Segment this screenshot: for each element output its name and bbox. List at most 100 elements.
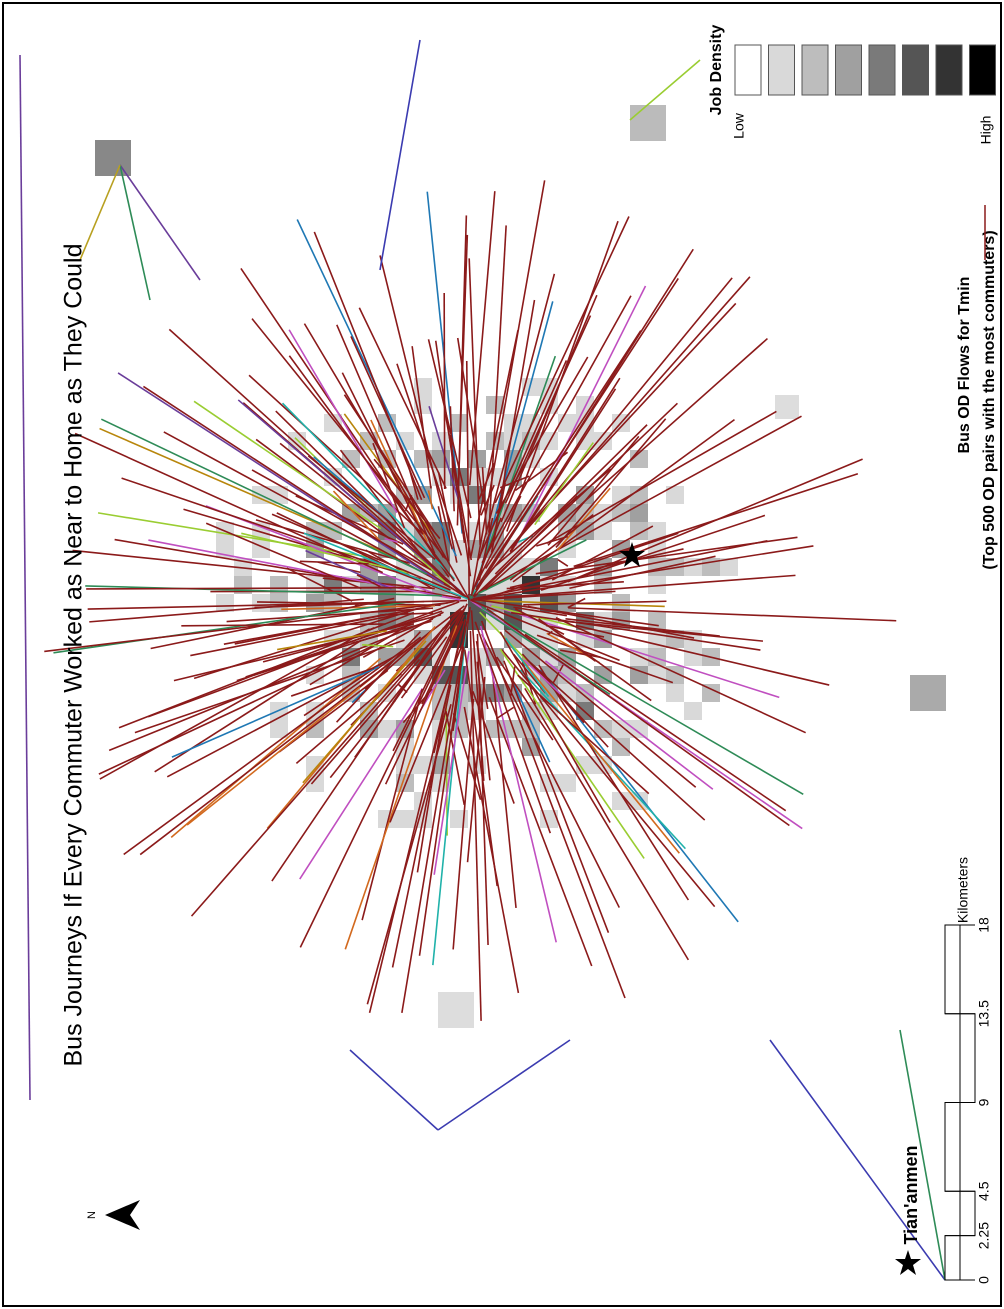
density-cell bbox=[612, 792, 630, 810]
flow-line bbox=[475, 301, 554, 588]
flow-line bbox=[148, 539, 461, 601]
flow-line bbox=[305, 549, 392, 590]
flow-line bbox=[79, 164, 121, 261]
flow-line bbox=[433, 651, 470, 875]
flow-line bbox=[534, 442, 594, 526]
flow-line bbox=[480, 608, 611, 695]
flow-line bbox=[354, 602, 361, 607]
flow-line bbox=[356, 574, 381, 588]
flow-line bbox=[379, 39, 421, 271]
flow-line bbox=[479, 574, 796, 600]
flow-line bbox=[255, 438, 456, 588]
flow-line bbox=[290, 667, 375, 697]
flow-line bbox=[769, 1039, 946, 1281]
flow-line bbox=[147, 601, 460, 718]
flow-line bbox=[544, 660, 714, 790]
flow-line bbox=[281, 604, 436, 611]
flow-line bbox=[389, 642, 464, 823]
flow-line bbox=[449, 406, 455, 512]
flow-line bbox=[370, 419, 428, 543]
scale-segment bbox=[959, 1013, 976, 1103]
density-cell bbox=[576, 432, 594, 450]
flow-line bbox=[488, 696, 593, 967]
flow-line bbox=[470, 599, 620, 662]
density-cell bbox=[576, 756, 594, 774]
flow-line bbox=[401, 612, 470, 1013]
flow-line bbox=[119, 164, 201, 281]
flow-line bbox=[183, 508, 421, 580]
density-cell bbox=[648, 612, 666, 630]
flow-line bbox=[509, 377, 621, 553]
flow-line bbox=[44, 602, 449, 653]
flow-line bbox=[474, 495, 522, 587]
flow-line bbox=[530, 302, 737, 525]
flow-line bbox=[481, 467, 488, 535]
density-cell bbox=[450, 558, 468, 576]
flow-line bbox=[560, 649, 602, 659]
density-cell bbox=[252, 594, 270, 612]
flow-line bbox=[517, 674, 650, 795]
flow-line bbox=[565, 618, 720, 637]
flow-line bbox=[573, 473, 859, 568]
flow-line bbox=[72, 549, 371, 582]
flow-line bbox=[463, 706, 520, 994]
flow-line bbox=[100, 418, 428, 575]
density-cell bbox=[522, 414, 540, 432]
scale-unit: Kilometers bbox=[955, 857, 971, 923]
flow-line bbox=[556, 487, 611, 551]
density-cell bbox=[216, 594, 234, 612]
legend-box bbox=[801, 44, 829, 96]
flow-line bbox=[396, 363, 463, 556]
flow-line bbox=[481, 295, 632, 564]
map-title: Bus Journeys If Every Commuter Worked as… bbox=[60, 243, 88, 1066]
flow-line bbox=[317, 561, 361, 574]
flow-line bbox=[474, 621, 552, 834]
scale-label: 4.5 bbox=[976, 1181, 992, 1201]
legend-box bbox=[935, 44, 963, 96]
flow-line bbox=[53, 600, 410, 654]
flow-line bbox=[468, 191, 496, 486]
density-cell bbox=[684, 702, 702, 720]
density-cell bbox=[630, 648, 648, 666]
flow-line bbox=[366, 704, 452, 1005]
landmark-label: Tian'anmen bbox=[901, 1146, 921, 1245]
flow-line bbox=[547, 630, 553, 636]
flow-line bbox=[514, 608, 565, 636]
density-cell bbox=[486, 396, 504, 414]
flow-line bbox=[505, 637, 550, 698]
flow-line bbox=[899, 1029, 946, 1281]
flow-line bbox=[421, 614, 465, 705]
flow-line bbox=[181, 623, 386, 627]
density-cell bbox=[270, 720, 288, 738]
flow-line bbox=[496, 656, 554, 741]
flow-line bbox=[364, 626, 375, 633]
landmark-star bbox=[895, 1250, 921, 1275]
flow-line bbox=[472, 248, 694, 597]
legend-box bbox=[835, 44, 862, 96]
flow-line bbox=[495, 706, 515, 720]
flow-line bbox=[358, 307, 447, 489]
flow-line bbox=[410, 496, 470, 600]
density-cell bbox=[378, 720, 396, 738]
flow-line bbox=[19, 54, 31, 1101]
density-cell bbox=[558, 774, 576, 792]
density-cell bbox=[630, 486, 648, 504]
flow-line bbox=[523, 659, 561, 695]
flow-line bbox=[108, 618, 434, 752]
flow-line bbox=[418, 646, 465, 956]
flow-line bbox=[484, 330, 642, 570]
flow-line bbox=[568, 607, 897, 622]
flow-line bbox=[532, 664, 609, 748]
scale-segment bbox=[959, 1190, 976, 1237]
density-cell bbox=[630, 666, 648, 684]
density-cell bbox=[540, 810, 558, 828]
flow-line bbox=[299, 687, 424, 880]
legend-low: Low bbox=[731, 112, 747, 139]
flow-line bbox=[190, 608, 462, 917]
flow-line bbox=[281, 402, 455, 580]
scale-segment bbox=[944, 924, 961, 1015]
density-cell bbox=[95, 140, 131, 176]
flow-line bbox=[278, 669, 389, 753]
flow-line bbox=[494, 424, 648, 575]
